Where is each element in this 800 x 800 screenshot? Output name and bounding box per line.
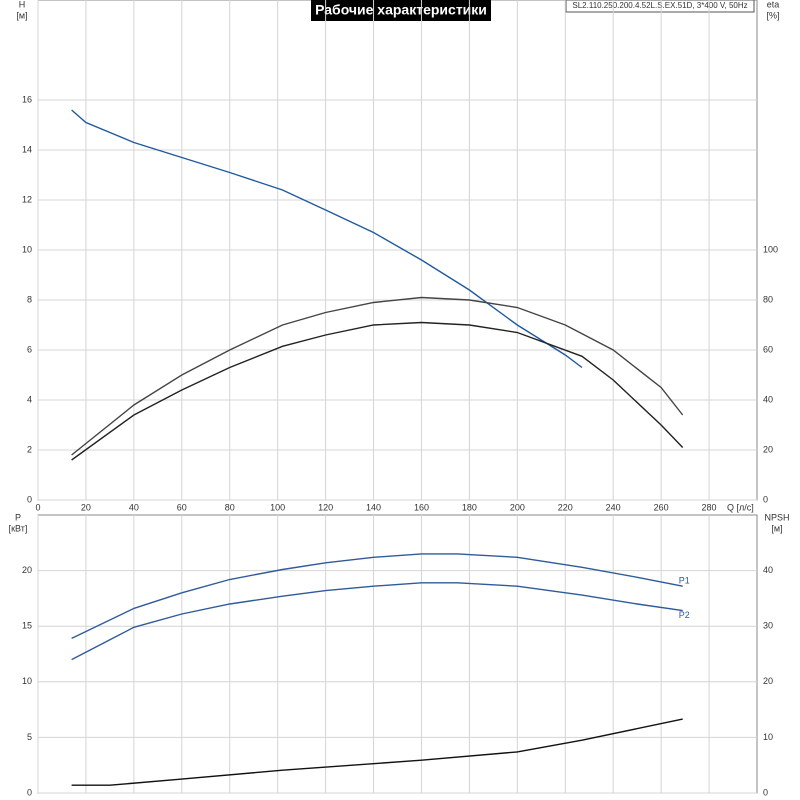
y2-label: eta xyxy=(767,0,780,9)
x-tick-label: 140 xyxy=(366,502,381,512)
y2-unit: [%] xyxy=(766,10,779,20)
y2-tick-label: 40 xyxy=(763,394,773,404)
x-tick-label: 80 xyxy=(225,502,235,512)
title-box xyxy=(311,0,491,21)
x-tick-label: 220 xyxy=(558,502,573,512)
x-tick-label: 20 xyxy=(81,502,91,512)
y-tick-label: 10 xyxy=(22,244,32,254)
curve xyxy=(71,109,583,369)
y-tick-label: 4 xyxy=(27,394,32,404)
y-tick-label: 20 xyxy=(22,565,32,575)
y-tick-label: 8 xyxy=(27,294,32,304)
legend-label: P1 xyxy=(679,576,690,586)
x-label: Q [л/с] xyxy=(727,502,754,512)
y2-tick-label: 0 xyxy=(763,494,768,504)
curve xyxy=(71,718,683,786)
y-label: H xyxy=(19,0,26,9)
y2-tick-label: 20 xyxy=(763,444,773,454)
y-tick-label: 0 xyxy=(27,787,32,797)
curve xyxy=(71,296,684,456)
bottom-frame xyxy=(37,514,758,794)
y-tick-label: 14 xyxy=(22,144,32,154)
y2-label: NPSH xyxy=(764,512,789,522)
y-tick-label: 2 xyxy=(27,444,32,454)
y2-tick-label: 20 xyxy=(763,676,773,686)
x-tick-label: 100 xyxy=(270,502,285,512)
y2-tick-label: 30 xyxy=(763,621,773,631)
subtitle: SL2.110.250.200.4.52L.S.EX.51D, 3*400 V,… xyxy=(572,1,747,10)
y-label: P xyxy=(15,512,21,522)
x-tick-label: 120 xyxy=(318,502,333,512)
y-tick-label: 16 xyxy=(22,94,32,104)
x-tick-label: 260 xyxy=(654,502,669,512)
y-tick-label: 10 xyxy=(22,676,32,686)
y-tick-label: 12 xyxy=(22,194,32,204)
curve xyxy=(71,321,684,461)
y2-tick-label: 100 xyxy=(763,244,778,254)
x-tick-label: 40 xyxy=(129,502,139,512)
y-tick-label: 15 xyxy=(22,621,32,631)
legend-label: P2 xyxy=(679,610,690,620)
x-tick-label: 180 xyxy=(462,502,477,512)
y-unit: [м] xyxy=(16,10,27,20)
y2-tick-label: 60 xyxy=(763,344,773,354)
x-tick-label: 280 xyxy=(702,502,717,512)
x-tick-label: 160 xyxy=(414,502,429,512)
curve xyxy=(71,582,683,661)
x-tick-label: 0 xyxy=(35,502,40,512)
x-tick-label: 60 xyxy=(177,502,187,512)
y2-tick-label: 40 xyxy=(763,565,773,575)
y-tick-label: 0 xyxy=(27,494,32,504)
y2-tick-label: 80 xyxy=(763,294,773,304)
x-tick-label: 240 xyxy=(606,502,621,512)
y2-tick-label: 0 xyxy=(763,787,768,797)
chart-title: Рабочие характеристики xyxy=(315,2,487,18)
y2-tick-label: 10 xyxy=(763,732,773,742)
curve xyxy=(71,553,683,640)
x-tick-label: 200 xyxy=(510,502,525,512)
y-unit: [кВт] xyxy=(9,523,28,533)
y2-unit: [м] xyxy=(771,523,782,533)
y-tick-label: 5 xyxy=(27,732,32,742)
y-tick-label: 6 xyxy=(27,344,32,354)
